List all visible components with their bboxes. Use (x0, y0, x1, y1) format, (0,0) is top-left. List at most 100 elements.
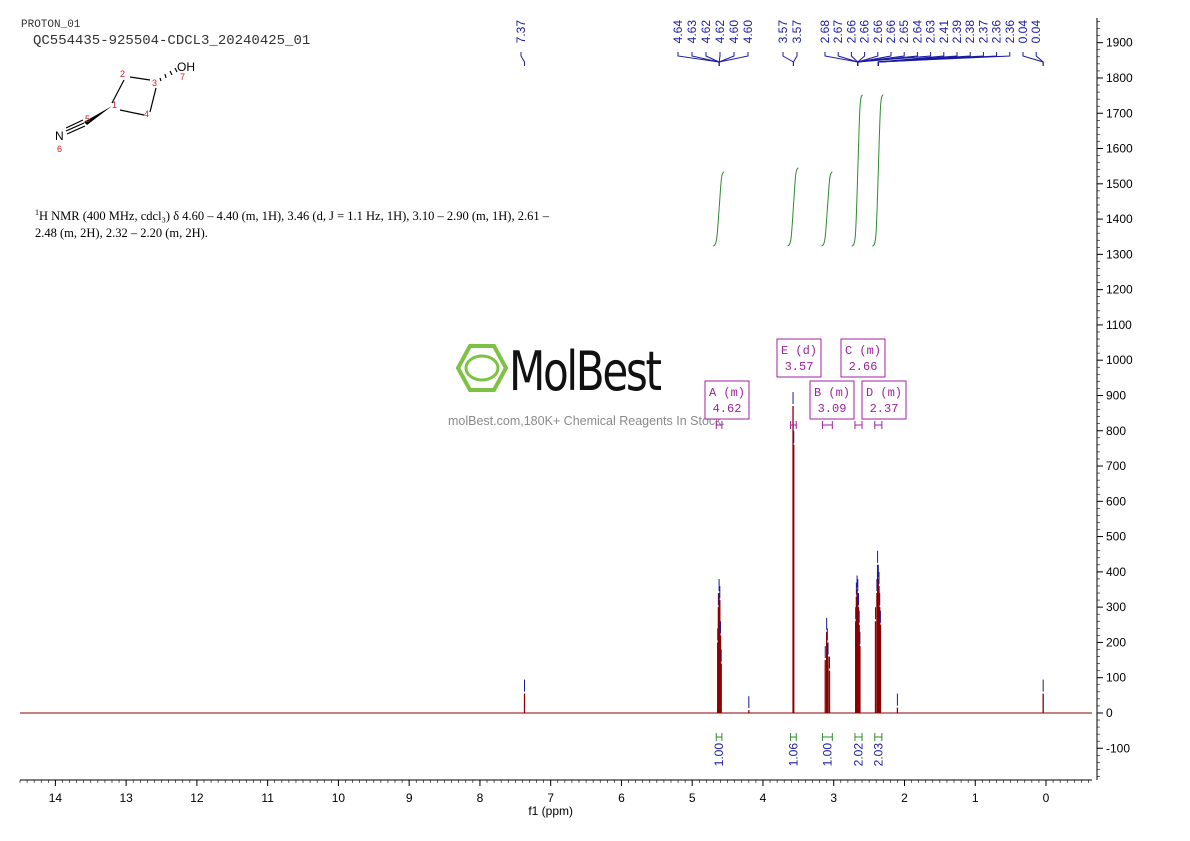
integral-curve (821, 171, 833, 247)
y-tick-label: 200 (1106, 635, 1126, 649)
multiplet-box (776, 338, 822, 378)
y-tick-label: 1800 (1106, 71, 1133, 85)
atom-label-6: 6 (57, 144, 62, 154)
peak-shift-label: 4.64 (671, 20, 685, 44)
peak-label-leader (857, 52, 932, 66)
x-tick-label: 14 (49, 791, 63, 805)
peak-shift-label: 4.62 (713, 20, 727, 44)
x-tick-label: 0 (1043, 791, 1050, 805)
x-axis-label: f1 (ppm) (528, 804, 573, 818)
multiplet-box (840, 338, 886, 378)
y-tick-label: 300 (1106, 600, 1126, 614)
y-tick-label: -100 (1106, 741, 1130, 755)
peak-shift-label: 2.37 (976, 20, 990, 44)
x-tick-label: 1 (972, 791, 979, 805)
atom-label-4: 4 (144, 109, 149, 119)
nmr-summary-text: 1H NMR (400 MHz, cdcl₃) δ 4.60 – 4.40 (m… (35, 204, 595, 242)
y-tick-label: 900 (1106, 388, 1126, 402)
integral-curve (872, 94, 884, 247)
peak-label-leader (824, 52, 859, 66)
peak-label-leader (1035, 52, 1044, 66)
peak-shift-label: 0.04 (1016, 20, 1030, 44)
y-tick-label: 1300 (1106, 247, 1133, 261)
peak-shift-label: 2.66 (844, 20, 858, 44)
integral-value: 2.02 (851, 743, 865, 767)
x-tick-label: 12 (190, 791, 204, 805)
peak-shift-label: 4.63 (685, 20, 699, 44)
watermark-tagline: molBest.com,180K+ Chemical Reagents In S… (448, 414, 725, 428)
peak-shift-label: 2.38 (963, 20, 977, 44)
y-tick-label: 100 (1106, 671, 1126, 685)
watermark-logo-text: MolBest (509, 340, 662, 403)
integral-curve (851, 94, 863, 247)
multiplet-label: C (m) (845, 344, 881, 358)
integral-value: 1.06 (786, 743, 800, 767)
multiplet-box (861, 380, 907, 420)
peak-shift-label: 3.57 (790, 20, 804, 44)
multiplet-box (704, 380, 750, 420)
x-tick-label: 2 (901, 791, 908, 805)
x-tick-label: 6 (618, 791, 625, 805)
peak-shift-label: 2.36 (990, 20, 1004, 44)
multiplet-label: A (m) (709, 386, 745, 400)
peak-shift-label: 7.37 (514, 20, 528, 44)
peak-shift-label: 2.68 (818, 20, 832, 44)
peak-label-leader (782, 52, 794, 66)
x-tick-label: 8 (477, 791, 484, 805)
peak-shift-label: 2.65 (897, 20, 911, 44)
atom-label-2: 2 (120, 69, 125, 79)
x-tick-label: 9 (406, 791, 413, 805)
peak-shift-label: 4.62 (699, 20, 713, 44)
atom-label-1: 1 (112, 100, 117, 110)
molecule-structure: 1 2 3 4 5 6 7 OH N (55, 60, 195, 154)
y-tick-label: 1700 (1106, 106, 1133, 120)
peak-label-leader (705, 52, 720, 66)
y-tick-label: 1600 (1106, 142, 1133, 156)
peak-label-leader (520, 52, 526, 66)
multiplet-shift: 2.66 (849, 360, 878, 374)
y-tick-label: 1900 (1106, 36, 1133, 50)
y-tick-label: 1100 (1106, 318, 1132, 332)
atom-label-5: 5 (85, 114, 90, 124)
experiment-name: PROTON_01 (21, 19, 81, 31)
peak-label-leader (792, 52, 798, 66)
integral-value: 2.03 (871, 743, 885, 767)
multiplet-shift: 4.62 (713, 402, 742, 416)
x-tick-label: 10 (332, 791, 346, 805)
peak-shift-label: 2.39 (950, 20, 964, 44)
nmr-summary-line-2: 2.48 (m, 2H), 2.32 – 2.20 (m, 2H). (35, 226, 208, 241)
axes-layer: 14 13 12 11 10 9 8 7 6 5 4 3 2 1 0f1 (ppm)190018001700… (19, 18, 1133, 818)
multiplet-shift: 2.37 (870, 402, 899, 416)
x-tick-label: 5 (689, 791, 696, 805)
integral-curve (712, 171, 725, 247)
peak-shift-label: 0.04 (1029, 20, 1043, 44)
atom-label-7: 7 (180, 72, 185, 82)
sample-name: QC554435-925504-CDCL3_20240425_01 (33, 33, 311, 49)
peak-shift-label: 4.60 (727, 20, 741, 44)
peak-shift-label: 2.66 (884, 20, 898, 44)
x-tick-label: 3 (830, 791, 837, 805)
atom-label-3: 3 (152, 78, 157, 88)
peak-shift-label: 2.67 (831, 20, 845, 44)
multiplet-label: D (m) (866, 386, 902, 400)
multiplets-layer: A (m) 4.62 E (d) 3.57B (m) 3.09 C (m) 2.66 D (m… (704, 338, 907, 429)
atom-oh: OH (177, 60, 195, 74)
y-tick-label: 1200 (1106, 283, 1133, 297)
peak-shift-label: 4.60 (741, 20, 755, 44)
y-tick-label: 800 (1106, 424, 1126, 438)
hash-bond-icon (159, 67, 178, 82)
y-tick-label: 1000 (1106, 353, 1133, 367)
x-tick-label: 7 (547, 791, 554, 805)
y-tick-label: 400 (1106, 565, 1126, 579)
peak-shift-label: 2.64 (910, 20, 924, 44)
integrals-layer: 1.00 1.06 1.00 2.02 2.03 (712, 733, 885, 766)
multiplet-label: B (m) (814, 386, 850, 400)
integral-value: 1.00 (712, 743, 726, 767)
y-tick-label: 500 (1106, 530, 1126, 544)
peak-label-leader (857, 52, 866, 66)
peak-shift-label: 2.63 (924, 20, 938, 44)
peak-shift-label: 3.57 (776, 20, 790, 44)
atom-n: N (55, 129, 64, 143)
y-tick-label: 1400 (1106, 212, 1133, 226)
